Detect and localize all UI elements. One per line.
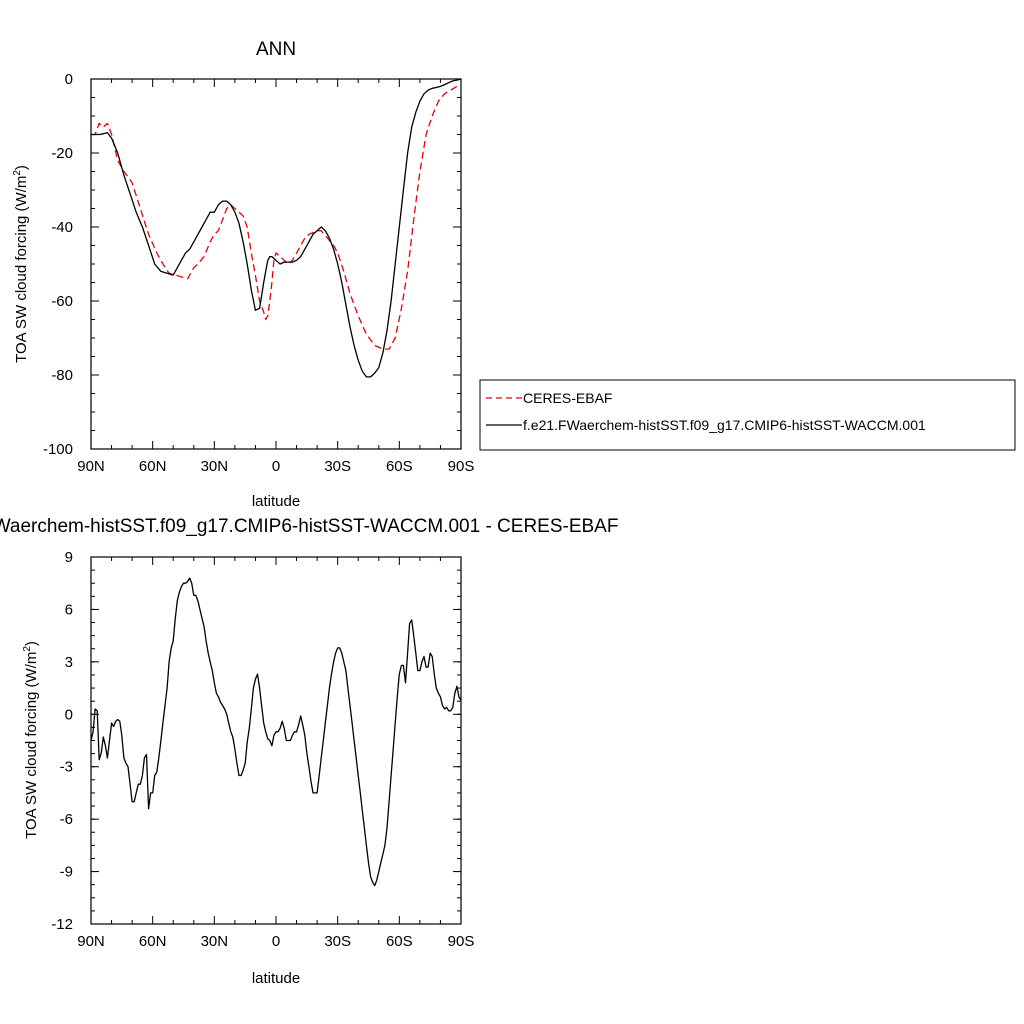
bottom-x-tick-label: 60S xyxy=(386,933,413,950)
top-y-tick-label: -80 xyxy=(51,367,73,384)
top-y-tick-label: 0 xyxy=(65,71,73,88)
bottom-y-axis-label: TOA SW cloud forcing (W/m2) xyxy=(22,641,40,839)
bottom-y-tick-label: 9 xyxy=(65,549,73,566)
top-y-axis-label-text: TOA SW cloud forcing (W/m xyxy=(13,176,30,363)
top-series-layer xyxy=(91,78,462,378)
legend-label-model: f.e21.FWaerchem-histSST.f09_g17.CMIP6-hi… xyxy=(523,417,926,433)
top-x-axis-label: latitude xyxy=(252,493,300,510)
top-series-line-0 xyxy=(91,85,461,350)
bottom-y-tick-label: -9 xyxy=(60,864,73,881)
bottom-y-axis-label-text: TOA SW cloud forcing (W/m xyxy=(23,652,40,839)
top-chart: ANN 90N 60N 30N 0 30S 60S 90S 0 -20 -40 -60 -80 -100… xyxy=(12,39,474,510)
top-y-tick-label: -60 xyxy=(51,293,73,310)
bottom-series-line-0 xyxy=(90,577,462,887)
bottom-x-tick-label: 0 xyxy=(272,933,280,950)
bottom-y-tick-label: -12 xyxy=(51,916,73,933)
bottom-y-tick-label: 3 xyxy=(65,654,73,671)
bottom-chart: f.e21.FWaerchem-histSST.f09_g17.CMIP6-hi… xyxy=(0,516,618,987)
top-y-axis-label-close: ) xyxy=(13,165,30,170)
bottom-plot-frame xyxy=(90,556,462,925)
top-y-tick-label: -40 xyxy=(51,219,73,236)
bottom-y-tick-label: -6 xyxy=(60,811,73,828)
bottom-x-tick-label: 90N xyxy=(77,933,105,950)
bottom-y-axis-label-close: ) xyxy=(23,641,40,646)
bottom-x-tick-label: 60N xyxy=(139,933,167,950)
top-x-tick-label: 30S xyxy=(324,458,351,475)
bottom-x-tick-label: 30N xyxy=(201,933,229,950)
legend: CERES-EBAF f.e21.FWaerchem-histSST.f09_g… xyxy=(479,379,1016,451)
top-axis-ticks: 90N 60N 30N 0 30S 60S 90S 0 -20 -40 -60 -80 -100 xyxy=(43,71,474,475)
top-x-tick-label: 0 xyxy=(272,458,280,475)
legend-label-ceres: CERES-EBAF xyxy=(523,390,612,406)
top-y-axis-label: TOA SW cloud forcing (W/m2) xyxy=(12,165,30,363)
top-y-tick-label: -100 xyxy=(43,441,73,458)
top-x-tick-label: 90N xyxy=(77,458,105,475)
bottom-y-tick-label: -3 xyxy=(60,759,73,776)
top-y-tick-label: -20 xyxy=(51,145,73,162)
top-x-tick-label: 60N xyxy=(139,458,167,475)
bottom-y-tick-label: 0 xyxy=(65,706,73,723)
top-x-tick-label: 90S xyxy=(448,458,475,475)
legend-box xyxy=(479,379,1016,451)
bottom-chart-title: f.e21.FWaerchem-histSST.f09_g17.CMIP6-hi… xyxy=(0,516,618,537)
bottom-x-tick-label: 90S xyxy=(448,933,475,950)
top-y-axis-label-superscript: 2 xyxy=(12,170,23,176)
bottom-x-axis-label: latitude xyxy=(252,970,300,987)
top-chart-title: ANN xyxy=(256,39,296,60)
bottom-series-layer xyxy=(90,577,462,887)
top-series-line-1 xyxy=(91,78,462,378)
bottom-axis-ticks: 90N 60N 30N 0 30S 60S 90S 9 6 3 0 -3 -6 -9 -12 xyxy=(51,549,474,950)
bottom-x-tick-label: 30S xyxy=(324,933,351,950)
bottom-plot-area xyxy=(90,556,462,925)
top-x-tick-label: 60S xyxy=(386,458,413,475)
top-plot-area xyxy=(90,78,462,450)
top-plot-frame xyxy=(90,78,462,450)
bottom-y-axis-label-superscript: 2 xyxy=(22,646,33,652)
bottom-y-tick-label: 6 xyxy=(65,601,73,618)
top-x-tick-label: 30N xyxy=(201,458,229,475)
